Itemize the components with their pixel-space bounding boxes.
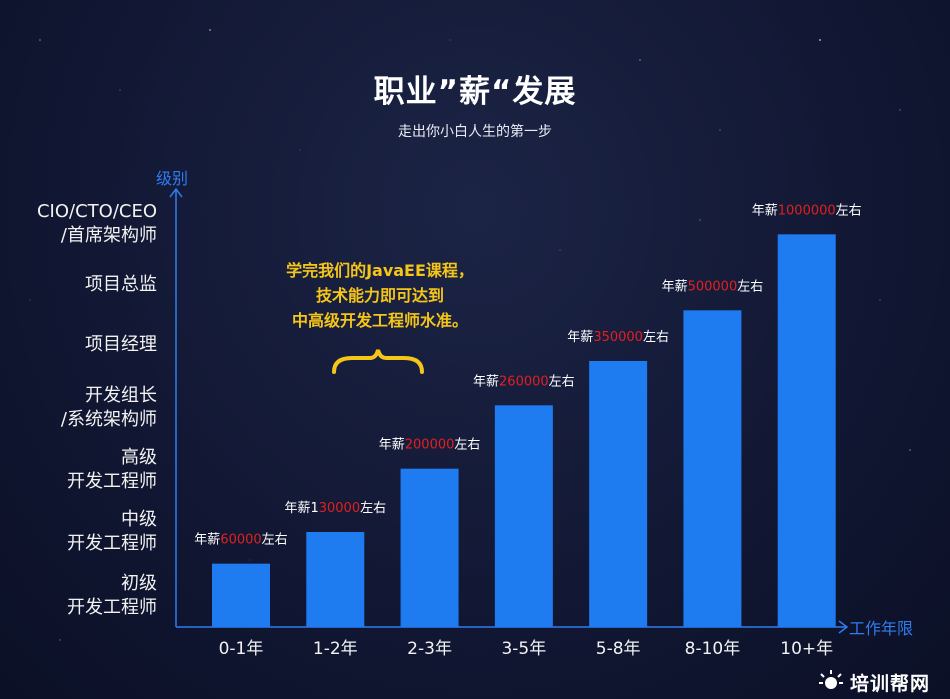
x-tick-label: 10+年 xyxy=(780,639,833,659)
data-label-suffix: 左右 xyxy=(836,203,862,218)
y-level-line-2: /系统架构师 xyxy=(60,409,157,430)
bar-6 xyxy=(777,234,836,628)
data-label-suffix: 左右 xyxy=(262,533,288,548)
bar-3 xyxy=(494,405,553,627)
y-level-line-2: /首席架构师 xyxy=(60,225,157,246)
y-level-line-2: 开发工程师 xyxy=(67,471,157,492)
data-label-amount: 1000000 xyxy=(778,203,836,218)
sun-logo-icon xyxy=(819,670,843,689)
data-label: 年薪200000左右 xyxy=(379,438,481,453)
bar-0 xyxy=(212,563,270,627)
x-tick-label: 3-5年 xyxy=(501,639,546,659)
x-axis-title: 工作年限 xyxy=(849,619,913,638)
bar-2 xyxy=(400,468,459,627)
y-level-line-2: 开发工程师 xyxy=(67,597,157,618)
bar-4 xyxy=(589,361,648,627)
x-tick-label: 0-1年 xyxy=(219,639,264,659)
y-axis-arrow-icon xyxy=(169,187,183,198)
data-label-amount: 260000 xyxy=(499,374,549,389)
data-label-prefix: 年薪 xyxy=(567,330,593,345)
data-label: 年薪500000左右 xyxy=(662,279,764,294)
data-label-suffix: 左右 xyxy=(643,330,669,345)
x-tick-label: 2-3年 xyxy=(407,639,452,659)
y-level-label: 项目经理 xyxy=(85,333,157,357)
y-level-label: CIO/CTO/CEO/首席架构师 xyxy=(37,200,157,248)
x-tick-label: 8-10年 xyxy=(685,639,741,659)
y-level-line-1: 开发组长 xyxy=(85,385,157,406)
data-label-suffix: 左右 xyxy=(454,438,480,453)
callout-line-3: 中高级开发工程师水准。 xyxy=(291,311,468,330)
data-label-amount: 350000 xyxy=(593,330,643,345)
y-level-line-1: CIO/CTO/CEO xyxy=(36,201,157,222)
data-label-suffix: 左右 xyxy=(549,374,575,389)
data-label-amount: 500000 xyxy=(688,279,738,294)
data-label-amount: 30000 xyxy=(319,501,360,516)
course-callout: 学完我们的JavaEE课程， 技术能力即可达到 中高级开发工程师水准。 xyxy=(270,258,490,333)
y-level-label: 初级开发工程师 xyxy=(67,572,157,620)
brand-logo: 培训帮网 xyxy=(818,667,948,697)
data-label-prefix: 年薪 xyxy=(379,438,405,453)
y-level-line-1: 中级 xyxy=(121,509,157,530)
data-label: 年薪260000左右 xyxy=(473,374,575,389)
y-level-line-1: 初级 xyxy=(121,573,157,594)
x-tick-label: 1-2年 xyxy=(313,639,358,659)
data-label: 年薪350000左右 xyxy=(567,330,669,345)
y-level-label: 开发组长/系统架构师 xyxy=(61,384,157,432)
page-title: 职业”薪“发展 xyxy=(373,74,577,110)
y-level-line-2: 开发工程师 xyxy=(67,533,157,554)
page-subtitle: 走出你小白人生的第一步 xyxy=(398,124,552,140)
brand-name: 培训帮网 xyxy=(850,672,931,695)
y-level-label: 高级开发工程师 xyxy=(67,446,157,494)
data-label-suffix: 左右 xyxy=(737,279,763,294)
data-label: 年薪1000000左右 xyxy=(752,203,862,218)
x-tick-label: 5-8年 xyxy=(596,639,641,659)
bar-1 xyxy=(306,532,365,627)
y-axis-title: 级别 xyxy=(156,169,188,188)
data-label-amount: 60000 xyxy=(220,533,261,548)
data-label-prefix: 年薪1 xyxy=(284,501,318,516)
data-label: 年薪60000左右 xyxy=(194,533,287,548)
y-level-label: 中级开发工程师 xyxy=(67,508,157,556)
x-axis-arrow-icon xyxy=(838,620,849,634)
data-label-prefix: 年薪 xyxy=(473,374,499,389)
y-level-line-1: 项目总监 xyxy=(85,274,157,295)
curly-brace-icon xyxy=(332,349,424,374)
y-level-line-1: 项目经理 xyxy=(85,334,157,355)
data-label-suffix: 左右 xyxy=(360,501,386,516)
data-label-amount: 200000 xyxy=(405,438,455,453)
y-level-line-1: 高级 xyxy=(121,447,157,468)
data-label: 年薪130000左右 xyxy=(284,501,386,516)
data-label-prefix: 年薪 xyxy=(662,279,688,294)
y-level-label: 项目总监 xyxy=(85,273,157,297)
data-label-prefix: 年薪 xyxy=(194,533,220,548)
callout-line-2: 技术能力即可达到 xyxy=(315,286,444,305)
bar-5 xyxy=(683,310,742,627)
callout-line-1: 学完我们的JavaEE课程， xyxy=(286,261,474,280)
data-label-prefix: 年薪 xyxy=(752,203,778,218)
